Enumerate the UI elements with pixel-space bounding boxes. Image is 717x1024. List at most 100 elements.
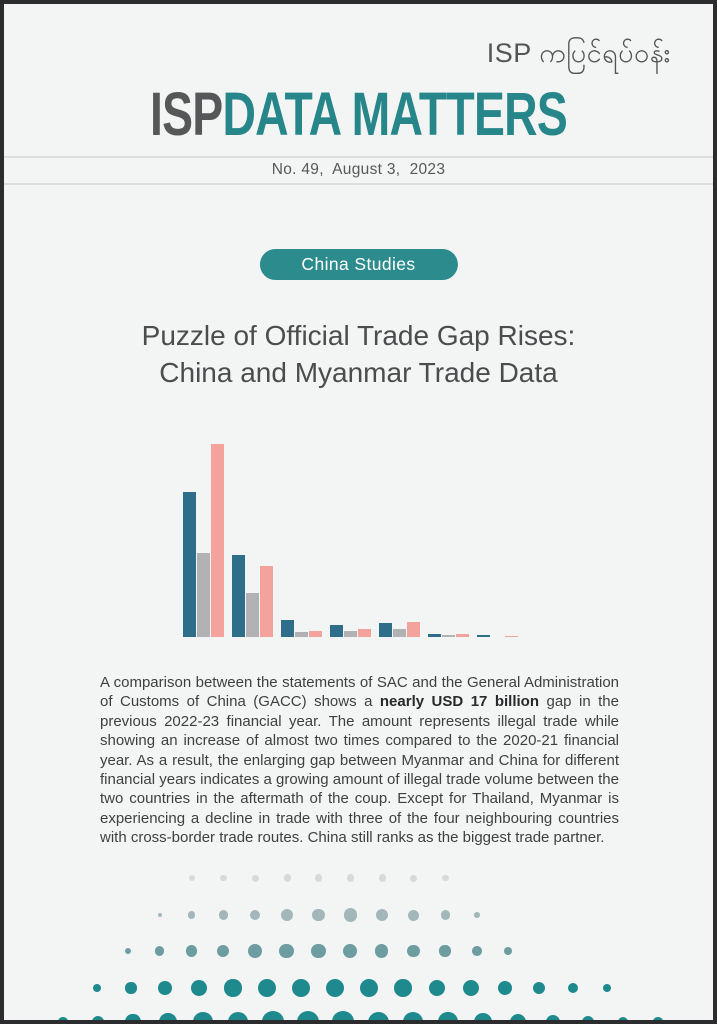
halftone-dot (342, 943, 358, 959)
halftone-dot (325, 978, 345, 998)
halftone-dot (216, 944, 230, 958)
halftone-dot (408, 909, 420, 921)
halftone-dot (92, 983, 102, 993)
bar-series-gray-3 (295, 632, 308, 637)
halftone-dot (227, 1011, 249, 1020)
halftone-dot (188, 874, 196, 882)
logo-isp-text: ISP (149, 80, 223, 148)
divider-bottom (4, 183, 713, 185)
paragraph-text-start: A comparison between the statements of S… (100, 674, 619, 711)
trade-bar-chart (183, 444, 543, 637)
halftone-dot (125, 1014, 141, 1020)
bar-series-salmon-2 (260, 566, 273, 637)
bar-series-salmon-6 (456, 634, 469, 637)
article-title-line1: Puzzle of Official Trade Gap Rises: (141, 320, 576, 351)
article-title: Puzzle of Official Trade Gap Rises: Chin… (4, 317, 713, 391)
bar-series-teal-5 (379, 623, 392, 637)
halftone-dot (602, 983, 612, 993)
halftone-dot (262, 1011, 284, 1020)
halftone-dot (188, 911, 196, 919)
issue-date-line: No. 49, August 3, 2023 (271, 161, 446, 178)
china-studies-badge: China Studies (259, 249, 458, 280)
halftone-dot (191, 980, 207, 996)
bar-series-teal-7 (477, 635, 490, 637)
halftone-dot (545, 1014, 561, 1020)
halftone-dot (359, 978, 379, 998)
halftone-dot (58, 1017, 68, 1020)
halftone-dot (497, 980, 513, 996)
bar-series-teal-6 (428, 634, 441, 637)
halftone-dot (617, 1016, 629, 1020)
divider-top (4, 156, 713, 158)
halftone-dot (155, 946, 165, 956)
halftone-dot (291, 978, 311, 998)
halftone-dot (257, 978, 277, 998)
bar-series-gray-4 (344, 631, 357, 637)
paragraph-text-end: gap in the previous 2022-23 financial ye… (100, 693, 619, 847)
logo-data-matters-text: DATA MATTERS (222, 80, 567, 148)
halftone-dot (310, 943, 326, 959)
bar-series-salmon-5 (407, 622, 420, 637)
bar-series-teal-4 (330, 625, 343, 637)
bold-gap-amount: nearly USD 17 billion (379, 693, 540, 711)
bar-series-gray-1 (197, 553, 210, 637)
halftone-dot (440, 910, 450, 920)
bar-series-salmon-7 (505, 636, 518, 637)
halftone-dot (428, 979, 446, 997)
halftone-dot (471, 946, 482, 956)
halftone-dot (532, 981, 546, 995)
bar-series-teal-3 (281, 620, 294, 637)
halftone-dot (218, 910, 228, 920)
halftone-dot (367, 1011, 389, 1020)
halftone-dot (279, 943, 294, 959)
halftone-dot (251, 874, 259, 882)
halftone-dot (297, 1011, 319, 1020)
bar-series-teal-1 (183, 492, 196, 637)
bar-series-gray-2 (246, 593, 259, 637)
halftone-dot (193, 1012, 213, 1020)
halftone-dot (91, 1015, 105, 1020)
halftone-dot (504, 946, 513, 956)
halftone-dot (653, 1017, 663, 1020)
halftone-dot (124, 947, 132, 955)
halftone-dot (249, 909, 261, 921)
halftone-dot (567, 982, 579, 994)
halftone-dot (410, 874, 418, 882)
bar-series-gray-5 (393, 629, 406, 637)
halftone-dot (224, 979, 242, 997)
halftone-dot (125, 982, 137, 994)
halftone-dot (312, 908, 325, 922)
bar-series-teal-2 (232, 555, 245, 637)
halftone-dot (374, 944, 389, 958)
halftone-dot (157, 912, 163, 918)
halftone-dot (394, 979, 412, 997)
halftone-dot (280, 909, 293, 921)
halftone-dot (315, 874, 323, 882)
bar-series-salmon-1 (211, 444, 224, 637)
myanmar-masthead-text: ISP ကပြင်ရပ်ဝန်း (486, 38, 671, 68)
halftone-dot (581, 1015, 595, 1020)
halftone-dot (247, 944, 262, 958)
bar-series-salmon-4 (358, 629, 371, 637)
halftone-dot (346, 874, 355, 882)
halftone-dot (378, 874, 386, 882)
halftone-dot (375, 908, 389, 922)
halftone-dot (407, 944, 420, 958)
halftone-dot (474, 912, 480, 918)
article-paragraph: A comparison between the statements of S… (100, 673, 619, 848)
halftone-dot (438, 1012, 458, 1020)
halftone-dot (332, 1011, 354, 1020)
isp-data-matters-logo: ISPDATA MATTERS (89, 84, 628, 145)
halftone-dot (462, 979, 480, 997)
halftone-dot (158, 981, 172, 995)
halftone-dot (343, 908, 357, 922)
halftone-dot (220, 874, 228, 882)
bar-series-gray-6 (442, 635, 455, 637)
bar-series-salmon-3 (309, 631, 322, 637)
halftone-dot (439, 945, 451, 957)
halftone-dot (473, 1012, 493, 1020)
article-title-line2: China and Myanmar Trade Data (159, 357, 558, 388)
halftone-dot (509, 1013, 527, 1020)
halftone-dot (402, 1011, 424, 1020)
